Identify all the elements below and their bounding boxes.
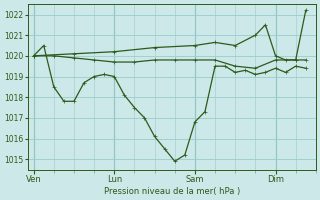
X-axis label: Pression niveau de la mer( hPa ): Pression niveau de la mer( hPa ) <box>104 187 240 196</box>
